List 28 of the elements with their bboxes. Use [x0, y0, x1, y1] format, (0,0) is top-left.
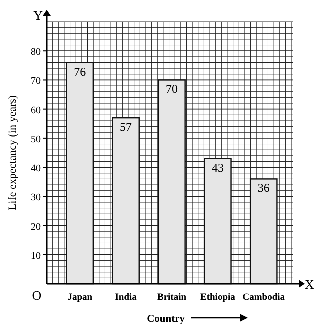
bar — [250, 178, 278, 285]
y-tick-label: 70 — [31, 76, 41, 88]
y-tick-label: 50 — [31, 134, 41, 146]
y-axis-title: Life expectancy (in years) — [7, 95, 19, 211]
text: O — [32, 288, 42, 303]
y-tick-label: 30 — [31, 192, 41, 204]
data-label: 76 — [74, 64, 86, 79]
bar — [112, 117, 140, 285]
text: X — [305, 277, 315, 292]
data-label: 57 — [120, 120, 132, 134]
x-tick-label: Ethiopia — [200, 293, 236, 303]
x-tick-label: Britain — [157, 293, 188, 303]
bar — [204, 158, 232, 285]
x-tick-label: India — [115, 293, 138, 303]
data-label: 36 — [258, 181, 270, 196]
y-tick-label: 40 — [31, 164, 41, 175]
x-axis-title: Country — [147, 314, 186, 325]
data-label: 43 — [212, 160, 224, 175]
bar — [66, 62, 94, 285]
y-tick-label: 80 — [31, 47, 41, 58]
y-tick-label: 20 — [31, 222, 41, 233]
text: Y — [34, 8, 44, 23]
data-label: 70 — [166, 82, 178, 96]
y-tick-label: 60 — [31, 105, 41, 116]
y-tick-label: 10 — [31, 250, 41, 262]
bar — [158, 80, 186, 285]
x-tick-label: Cambodia — [242, 293, 286, 303]
x-tick-label: Japan — [68, 293, 94, 303]
